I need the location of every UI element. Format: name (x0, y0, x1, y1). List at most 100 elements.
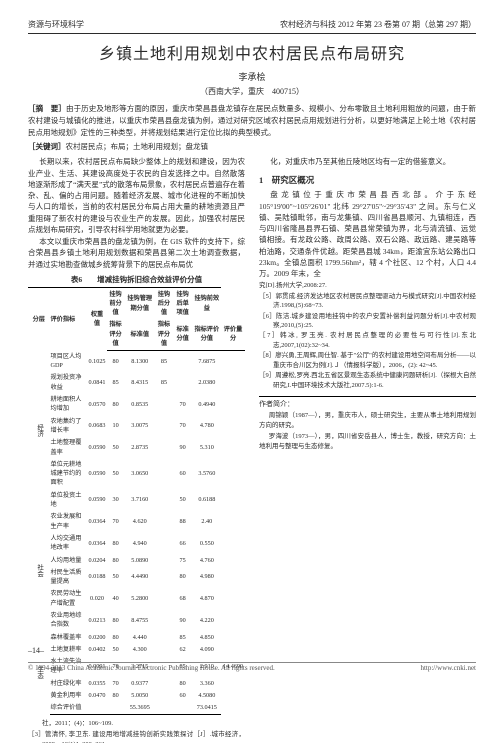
cell (155, 631, 173, 643)
cell: 80 (107, 350, 125, 372)
body-para: 盘龙镇位于重庆市荣昌县西北部。介于东经 105°19'00"~105°26'01… (259, 189, 476, 279)
cell: 10 (107, 415, 125, 437)
cell: 0.4940 (193, 394, 222, 416)
cell: 62 (173, 643, 193, 655)
cell: 0.9377 (124, 677, 155, 689)
th: 挂钩管理期分值 (124, 288, 155, 319)
author-box: 周锦颖（1987—），男，重庆市人，硕士研究生，主要从事土地利用规划方向的研究。… (259, 411, 476, 451)
cell: 0.0470 (87, 690, 107, 702)
ref-item: ［8］廖兴勇,王周辉,周仕智. 基于"公厅"的农村建设用地空间布局分析——以重庆… (259, 351, 476, 370)
cell (155, 566, 173, 588)
body-para: 本文以重庆市荣昌县的盘龙镇为例，在 GIS 软件的支持下，综合荣昌县乡镇土地利用… (28, 236, 245, 270)
paper-title: 乡镇土地利用规划中农村居民点布局研究 (28, 44, 476, 66)
cell: 土地整理覆盖率 (50, 437, 88, 459)
cell: 4.090 (193, 643, 222, 655)
cell: 2.40 (193, 511, 222, 533)
cell: 85 (155, 350, 173, 372)
group-cell: 经济 (28, 350, 50, 510)
running-head: 资源与环境科学 农村经济与科技 2012 年第 23 卷第 07 期（总第 29… (28, 20, 476, 34)
author-bio: 周锦颖（1987—），男，重庆市人，硕士研究生，主要从事土地利用规划方向的研究。 (259, 411, 476, 431)
cell: 人均用地量 (50, 554, 88, 566)
keywords-label: ［关键词］ (28, 142, 66, 151)
cell: 4.850 (193, 631, 222, 643)
table-row: 黄金利用率0.0470805.0050604.5080 (28, 690, 245, 702)
cell: 4.940 (124, 532, 155, 554)
cell: 75 (173, 554, 193, 566)
ref-item: ［5］郭贯成.经济发达地区农村居民点整理驱动力与模式研究[J].中国农村经济.1… (259, 292, 476, 311)
cell: 4.4490 (124, 566, 155, 588)
table-row: 农地集约了增长率0.0683103.0075704.780 (28, 415, 245, 437)
affiliation: （西南大学，重庆 400715） (28, 87, 476, 98)
cell: 2.8735 (124, 437, 155, 459)
table-row: 生态森林覆盖率0.0200804.440854.850 (28, 631, 245, 643)
cell: 4.620 (124, 511, 155, 533)
cell: 3.0075 (124, 415, 155, 437)
table-row: 农民劳动生产增配置0.020405.2800684.870 (28, 588, 245, 610)
cell: 4.870 (193, 588, 222, 610)
table-row: 村民生活质量提高0.0188504.4490804.980 (28, 566, 245, 588)
cell: 综合评价值 (50, 702, 88, 715)
th: 指标评分值 (155, 319, 173, 350)
ref-item: ［7］韩冰, 罗玉亮. 农村居民点整理的必要性与可行性[J].东北志,2007,… (259, 331, 476, 350)
cell: 88 (173, 511, 193, 533)
keywords-text: 农村居民点；布局；土地利用规划；盘龙镇 (66, 142, 209, 151)
cell: 农业发展和生产率 (50, 511, 88, 533)
table-caption: 表6 增减挂钩拆旧综合效益评价分值 (28, 274, 245, 285)
cell (155, 415, 173, 437)
cell: 66 (173, 532, 193, 554)
cell: 0.0683 (87, 415, 107, 437)
cell: 0.0204 (87, 554, 107, 566)
cell: 规划投资净收益 (50, 372, 88, 394)
cell (155, 437, 173, 459)
cell: 黄金利用率 (50, 690, 88, 702)
cell (107, 702, 125, 715)
ref-cont: 究[D].扬州大学,2008:27. (259, 281, 476, 290)
cell: 80 (107, 690, 125, 702)
cell: 80 (107, 394, 125, 416)
th: 权重值 (87, 288, 107, 351)
cell: 80 (107, 554, 125, 566)
cell: 0.0590 (87, 458, 107, 489)
author-bio: 罗海波（1973—），男，四川省安岳县人，博士生，教授，研究方向：土地利用与整理… (259, 432, 476, 452)
cell (155, 532, 173, 554)
cell (87, 702, 107, 715)
cell: 7.6875 (193, 350, 222, 372)
th: 挂钩后分值 (155, 288, 173, 319)
cell: 单位元耕地城建节约的面积 (50, 458, 88, 489)
abstract-label: ［摘 要］ (28, 104, 66, 113)
cell: 60 (173, 690, 193, 702)
table-row: 规划投资净收益0.0841858.4315852.0380 (28, 372, 245, 394)
cell: 0.0200 (87, 631, 107, 643)
cell (173, 702, 193, 715)
table-row: 土地整理覆盖率0.0590502.8735905.310 (28, 437, 245, 459)
cell: 2.0380 (193, 372, 222, 394)
cell: 85 (173, 631, 193, 643)
cell (155, 588, 173, 610)
cell (155, 394, 173, 416)
table-row: 单位投资土地0.0590303.7160500.6188 (28, 489, 245, 511)
body-para: 化，对重庆市乃至其他丘陵地区均有一定的借鉴意义。 (259, 156, 476, 167)
runhead-left: 资源与环境科学 (28, 20, 84, 31)
cell: 0.020 (87, 588, 107, 610)
cell: 4.780 (193, 415, 222, 437)
ref-item: ［9］周遵松,罗亮.西北五省区景观生态系统中健康问题研析[J].（探根大自然研究… (259, 371, 476, 390)
cell (173, 372, 193, 394)
cell: 0.0355 (87, 677, 107, 689)
cell (155, 690, 173, 702)
refs-continued: 社，2011：(4)：106~109. ［3］管清怀, 李卫东. 建设用地增减挂… (28, 719, 245, 743)
th: 标准分值 (173, 319, 193, 350)
group-cell: 社会 (28, 511, 50, 631)
cell (155, 677, 173, 689)
runhead-right: 农村经济与科技 2012 年第 23 卷第 07 期（总第 297 期） (280, 20, 476, 31)
cell: 5.310 (193, 437, 222, 459)
cell: 土地复耕率 (50, 643, 88, 655)
cell: 80 (107, 631, 125, 643)
cell: 5.0890 (124, 554, 155, 566)
cell: 农地集约了增长率 (50, 415, 88, 437)
cell: 90 (173, 609, 193, 631)
cell: 森林覆盖率 (50, 631, 88, 643)
cell: 0.0188 (87, 566, 107, 588)
table-row: 土地复耕率0.0402504.300624.090 (28, 643, 245, 655)
th: 指标评价分值 (193, 319, 222, 350)
cell: 80 (173, 677, 193, 689)
